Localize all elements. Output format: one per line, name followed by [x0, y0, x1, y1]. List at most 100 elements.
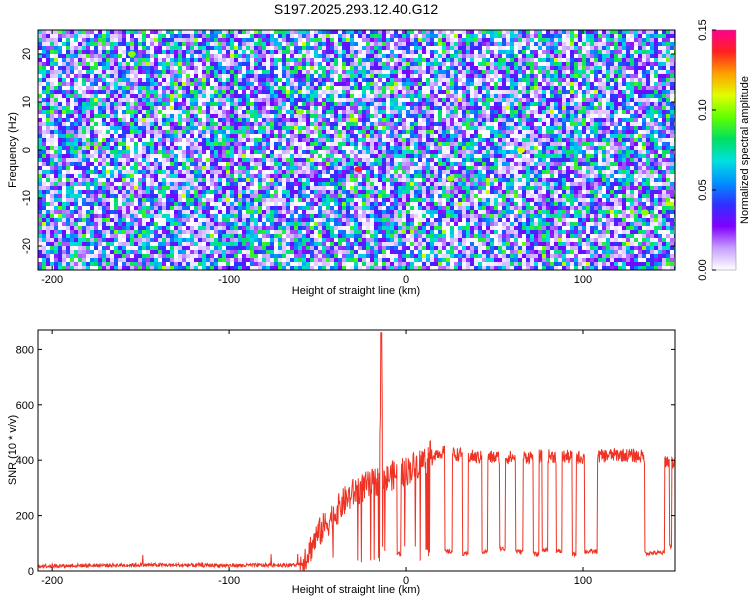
- heatmap-cell: [630, 138, 634, 142]
- heatmap-cell: [518, 114, 522, 118]
- heatmap-cell: [314, 98, 318, 102]
- heatmap-cell: [38, 54, 42, 58]
- heatmap-cell: [374, 54, 378, 58]
- heatmap-cell: [102, 58, 106, 62]
- heatmap-cell: [242, 42, 246, 46]
- heatmap-cell: [350, 42, 354, 46]
- heatmap-cell: [138, 134, 142, 138]
- heatmap-cell: [354, 66, 358, 70]
- heatmap-cell: [622, 46, 626, 50]
- heatmap-cell: [218, 54, 222, 58]
- heatmap-cell: [218, 118, 222, 122]
- heatmap-cell: [666, 150, 670, 154]
- heatmap-cell: [550, 58, 554, 62]
- heatmap-cell: [174, 90, 178, 94]
- heatmap-cell: [618, 66, 622, 70]
- heatmap-cell: [270, 42, 274, 46]
- heatmap-cell: [98, 30, 102, 34]
- heatmap-cell: [46, 150, 50, 154]
- heatmap-cell: [270, 150, 274, 154]
- heatmap-cell: [482, 90, 486, 94]
- heatmap-cell: [350, 62, 354, 66]
- heatmap-cell: [502, 70, 506, 74]
- heatmap-cell: [582, 138, 586, 142]
- heatmap-cell: [170, 130, 174, 134]
- heatmap-cell: [178, 38, 182, 42]
- heatmap-cell: [262, 118, 266, 122]
- heatmap-cell: [334, 70, 338, 74]
- heatmap-cell: [390, 34, 394, 38]
- heatmap-cell: [90, 46, 94, 50]
- heatmap-cell: [598, 54, 602, 58]
- heatmap-cell: [194, 54, 198, 58]
- heatmap-cell: [666, 86, 670, 90]
- heatmap-cell: [302, 30, 306, 34]
- heatmap-cell: [534, 102, 538, 106]
- heatmap-cell: [634, 102, 638, 106]
- heatmap-cell: [310, 98, 314, 102]
- heatmap-cell: [402, 150, 406, 154]
- heatmap-cell: [590, 102, 594, 106]
- heatmap-cell: [546, 122, 550, 126]
- heatmap-cell: [494, 134, 498, 138]
- heatmap-cell: [634, 126, 638, 130]
- heatmap-cell: [466, 98, 470, 102]
- heatmap-cell: [474, 122, 478, 126]
- heatmap-cell: [78, 126, 82, 130]
- heatmap-cell: [362, 58, 366, 62]
- heatmap-cell: [78, 62, 82, 66]
- heatmap-cell: [198, 82, 202, 86]
- heatmap-cell: [126, 146, 130, 150]
- heatmap-cell: [102, 134, 106, 138]
- heatmap-cell: [334, 106, 338, 110]
- heatmap-cell: [94, 42, 98, 46]
- heatmap-cell: [234, 74, 238, 78]
- heatmap-cell: [502, 118, 506, 122]
- heatmap-cell: [446, 90, 450, 94]
- heatmap-cell: [186, 30, 190, 34]
- heatmap-cell: [358, 98, 362, 102]
- heatmap-cell: [210, 54, 214, 58]
- heatmap-cell: [278, 34, 282, 38]
- heatmap-cell: [530, 142, 534, 146]
- heatmap-cell: [626, 66, 630, 70]
- heatmap-cell: [166, 34, 170, 38]
- heatmap-cell: [614, 50, 618, 54]
- heatmap-cell: [90, 142, 94, 146]
- heatmap-cell: [166, 74, 170, 78]
- heatmap-cell: [646, 50, 650, 54]
- heatmap-cell: [422, 30, 426, 34]
- heatmap-cell: [106, 82, 110, 86]
- heatmap-cell: [478, 90, 482, 94]
- heatmap-cell: [462, 66, 466, 70]
- heatmap-cell: [490, 94, 494, 98]
- heatmap-cell: [558, 30, 562, 34]
- heatmap-cell: [330, 114, 334, 118]
- heatmap-cell: [666, 142, 670, 146]
- heatmap-cell: [614, 138, 618, 142]
- heatmap-cell: [42, 130, 46, 134]
- heatmap-cell: [602, 142, 606, 146]
- heatmap-cell: [382, 94, 386, 98]
- heatmap-cell: [506, 62, 510, 66]
- heatmap-cell: [310, 42, 314, 46]
- heatmap-cell: [46, 62, 50, 66]
- heatmap-cell: [278, 118, 282, 122]
- heatmap-cell: [462, 46, 466, 50]
- heatmap-cell: [582, 34, 586, 38]
- heatmap-cell: [46, 114, 50, 118]
- heatmap-cell: [426, 102, 430, 106]
- heatmap-cell: [70, 118, 74, 122]
- heatmap-cell: [242, 142, 246, 146]
- heatmap-cell: [514, 66, 518, 70]
- heatmap-cell: [58, 38, 62, 42]
- heatmap-cell: [146, 98, 150, 102]
- heatmap-cell: [286, 150, 290, 154]
- heatmap-cell: [118, 46, 122, 50]
- heatmap-cell: [378, 50, 382, 54]
- heatmap-cell: [662, 134, 666, 138]
- heatmap-cell: [126, 106, 130, 110]
- heatmap-cell: [314, 138, 318, 142]
- heatmap-cell: [66, 138, 70, 142]
- heatmap-cell: [290, 94, 294, 98]
